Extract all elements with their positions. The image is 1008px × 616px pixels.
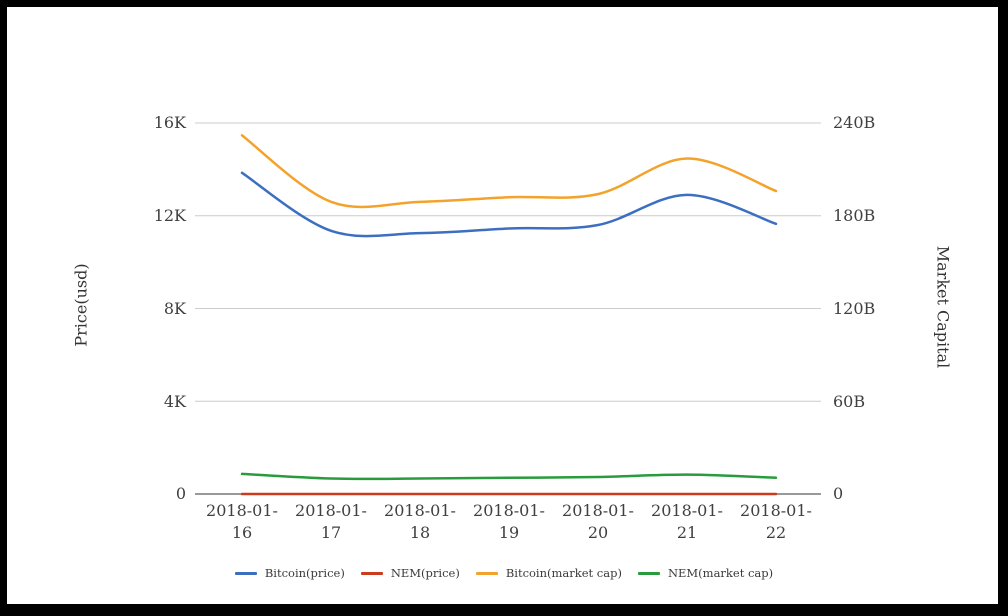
right-axis-tick-240b: 240B bbox=[833, 113, 876, 132]
x-axis-label: 2018-01- 17 bbox=[295, 501, 367, 542]
left-axis-tick-16k: 16K bbox=[153, 113, 186, 132]
x-axis-label: 2018-01- 18 bbox=[384, 501, 456, 542]
legend-swatch-bitcoin-price bbox=[234, 571, 257, 575]
legend: Bitcoin(price) NEM(price) Bitcoin(market… bbox=[0, 563, 1008, 583]
x-axis-label: 2018-01- 22 bbox=[740, 501, 812, 542]
right-axis-tick-0: 0 bbox=[833, 484, 844, 503]
right-axis-tick-60b: 60B bbox=[833, 392, 866, 411]
x-axis-label: 2018-01- 19 bbox=[473, 501, 545, 542]
right-axis-tick-180b: 180B bbox=[833, 206, 876, 225]
left-axis-tick-12k: 12K bbox=[153, 206, 186, 225]
left-axis-tick-0: 0 bbox=[175, 484, 186, 503]
legend-swatch-bitcoin-market-cap bbox=[475, 571, 498, 575]
legend-item-bitcoin-market-cap[interactable]: Bitcoin(market cap) bbox=[475, 566, 622, 580]
left-axis-tick-4k: 4K bbox=[163, 392, 186, 411]
legend-item-nem-market-cap[interactable]: NEM(market cap) bbox=[637, 566, 774, 580]
legend-swatch-nem-market-cap bbox=[637, 571, 660, 575]
chart-canvas bbox=[7, 7, 998, 604]
x-axis-label: 2018-01- 21 bbox=[651, 501, 723, 542]
left-axis-title: Price(usd) bbox=[71, 263, 91, 347]
right-axis-title: Market Capital bbox=[933, 245, 953, 369]
legend-label: NEM(market cap) bbox=[667, 566, 774, 580]
legend-label: NEM(price) bbox=[390, 566, 460, 580]
x-axis-label: 2018-01- 16 bbox=[206, 501, 278, 542]
x-axis-label: 2018-01- 20 bbox=[562, 501, 634, 542]
legend-item-nem-price[interactable]: NEM(price) bbox=[360, 566, 460, 580]
legend-label: Bitcoin(price) bbox=[264, 566, 345, 580]
legend-item-bitcoin-price[interactable]: Bitcoin(price) bbox=[234, 566, 345, 580]
legend-swatch-nem-price bbox=[360, 571, 383, 575]
right-axis-tick-120b: 120B bbox=[833, 299, 876, 318]
legend-label: Bitcoin(market cap) bbox=[505, 566, 622, 580]
left-axis-tick-8k: 8K bbox=[163, 299, 186, 318]
